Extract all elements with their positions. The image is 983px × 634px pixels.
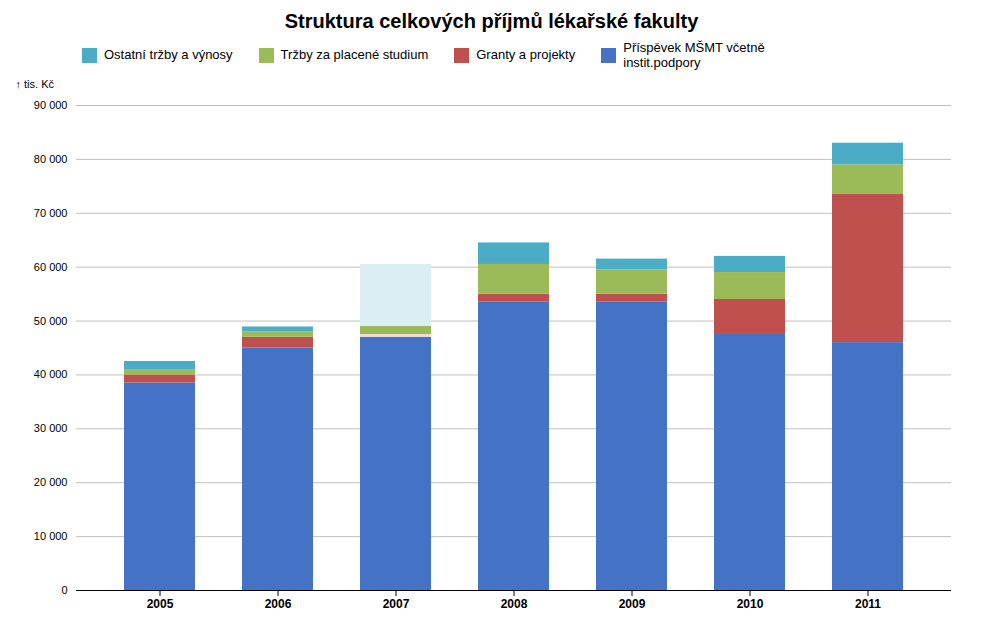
html-text:Příspěvek MŠMT včetně instit.p: Příspěvek MŠMT včetně instit.podpory [623, 40, 765, 70]
svg-text:80 000: 80 000 [34, 153, 68, 165]
html-text:Ostatní tržby a výnosy: Ostatní tržby a výnosy [104, 47, 233, 63]
html-text:Granty a projekty: Granty a projekty [476, 47, 576, 63]
svg-text:70 000: 70 000 [34, 207, 68, 219]
svg-text:2008: 2008 [501, 597, 528, 611]
svg-text:2007: 2007 [383, 597, 410, 611]
svg-text:50 000: 50 000 [34, 314, 68, 326]
svg-text:↑ tis. Kč: ↑ tis. Kč [16, 78, 55, 90]
svg-text:90 000: 90 000 [34, 99, 68, 111]
html-text:Struktura celkových příjmů lék: Struktura celkových příjmů lékařské faku… [284, 10, 699, 32]
html-text:Tržby za placené studium: Tržby za placené studium [280, 47, 429, 63]
svg-text:2009: 2009 [619, 597, 646, 611]
svg-text:30 000: 30 000 [34, 422, 68, 434]
svg-text:2011: 2011 [855, 597, 881, 611]
svg-text:20 000: 20 000 [34, 476, 68, 488]
svg-text:40 000: 40 000 [34, 368, 68, 380]
svg-text:10 000: 10 000 [34, 530, 68, 542]
svg-text:2010: 2010 [737, 597, 764, 611]
svg-text:2005: 2005 [147, 597, 174, 611]
svg-text:2006: 2006 [265, 597, 292, 611]
svg-text:0: 0 [61, 584, 67, 596]
svg-text:60 000: 60 000 [34, 261, 68, 273]
